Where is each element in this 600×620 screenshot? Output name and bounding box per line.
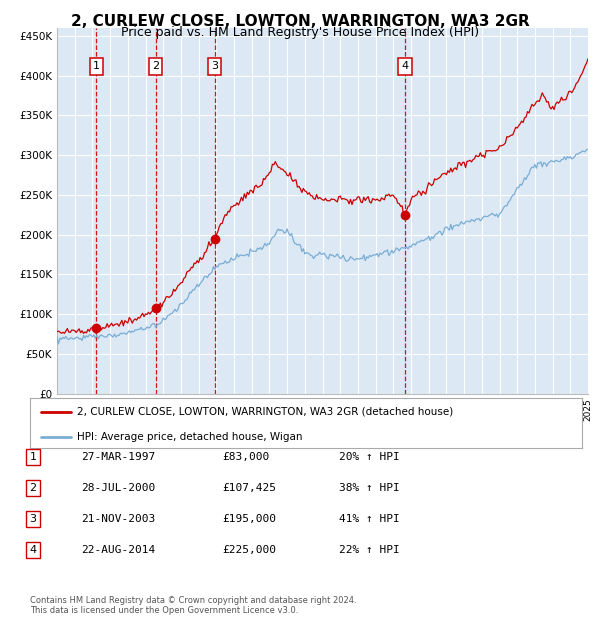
Text: 28-JUL-2000: 28-JUL-2000 [81, 483, 155, 493]
Text: 38% ↑ HPI: 38% ↑ HPI [339, 483, 400, 493]
Text: 22% ↑ HPI: 22% ↑ HPI [339, 545, 400, 555]
Text: Price paid vs. HM Land Registry's House Price Index (HPI): Price paid vs. HM Land Registry's House … [121, 26, 479, 39]
Text: 41% ↑ HPI: 41% ↑ HPI [339, 514, 400, 524]
Text: 4: 4 [401, 61, 409, 71]
Text: 4: 4 [29, 545, 37, 555]
Text: 2: 2 [152, 61, 159, 71]
Text: £107,425: £107,425 [222, 483, 276, 493]
Text: £195,000: £195,000 [222, 514, 276, 524]
Text: HPI: Average price, detached house, Wigan: HPI: Average price, detached house, Wiga… [77, 432, 302, 441]
Text: 3: 3 [211, 61, 218, 71]
Text: 2: 2 [29, 483, 37, 493]
Text: 21-NOV-2003: 21-NOV-2003 [81, 514, 155, 524]
Text: 22-AUG-2014: 22-AUG-2014 [81, 545, 155, 555]
Text: 2, CURLEW CLOSE, LOWTON, WARRINGTON, WA3 2GR: 2, CURLEW CLOSE, LOWTON, WARRINGTON, WA3… [71, 14, 529, 29]
Text: 27-MAR-1997: 27-MAR-1997 [81, 452, 155, 462]
Text: 2, CURLEW CLOSE, LOWTON, WARRINGTON, WA3 2GR (detached house): 2, CURLEW CLOSE, LOWTON, WARRINGTON, WA3… [77, 407, 453, 417]
Text: 1: 1 [93, 61, 100, 71]
Text: Contains HM Land Registry data © Crown copyright and database right 2024.
This d: Contains HM Land Registry data © Crown c… [30, 596, 356, 615]
Text: 1: 1 [29, 452, 37, 462]
Text: 20% ↑ HPI: 20% ↑ HPI [339, 452, 400, 462]
Text: £225,000: £225,000 [222, 545, 276, 555]
Text: £83,000: £83,000 [222, 452, 269, 462]
Text: 3: 3 [29, 514, 37, 524]
